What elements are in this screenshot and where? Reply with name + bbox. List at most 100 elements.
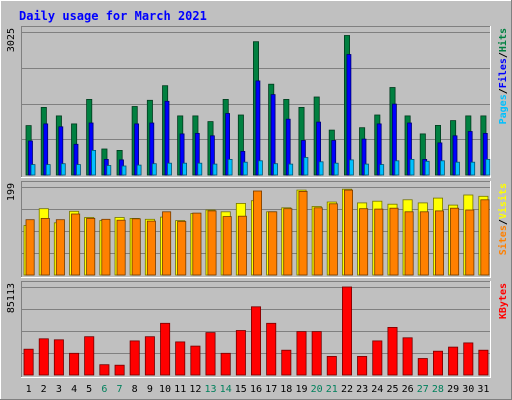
x-tick-label: 19 bbox=[295, 384, 307, 395]
bar-pages-day-20 bbox=[318, 161, 324, 176]
traffic-ymax-label: 3025 bbox=[6, 28, 17, 52]
visitors-ymax-label: 199 bbox=[6, 183, 17, 201]
bar-pages-day-7 bbox=[121, 165, 127, 176]
x-tick-label: 21 bbox=[326, 384, 338, 395]
bar-kbytes-day-7 bbox=[114, 364, 125, 376]
visitors-legend: Sites/Visits bbox=[497, 183, 509, 255]
x-tick-label: 7 bbox=[116, 384, 122, 395]
x-tick-label: 30 bbox=[462, 384, 474, 395]
x-tick-label: 14 bbox=[220, 384, 232, 395]
bar-pages-day-29 bbox=[455, 161, 460, 176]
bar-kbytes-day-15 bbox=[235, 330, 246, 376]
bar-sites-day-25 bbox=[389, 207, 399, 276]
bar-pages-day-23 bbox=[364, 163, 369, 176]
bar-pages-day-19 bbox=[303, 157, 309, 176]
bar-sites-day-23 bbox=[359, 208, 369, 276]
bar-pages-day-28 bbox=[439, 160, 445, 176]
bar-files-day-2 bbox=[43, 123, 49, 176]
bar-files-day-11 bbox=[179, 133, 185, 176]
bar-kbytes-day-20 bbox=[311, 331, 322, 376]
bar-files-day-26 bbox=[407, 122, 412, 176]
x-tick-label: 1 bbox=[26, 384, 32, 395]
bar-kbytes-day-31 bbox=[478, 349, 489, 376]
bar-files-day-17 bbox=[270, 94, 276, 176]
x-axis-labels: 1 2 3 4 5 6 7 8 9 10 11 12 13 14 15 16 17 18 19 20 21 22 23 24 2… bbox=[26, 384, 490, 395]
bar-files-day-21 bbox=[331, 140, 337, 176]
bar-pages-day-12 bbox=[197, 162, 203, 176]
bar-kbytes-day-14 bbox=[220, 352, 231, 376]
bar-files-day-8 bbox=[134, 123, 140, 176]
x-tick-label: 13 bbox=[204, 384, 216, 395]
bar-sites-day-30 bbox=[465, 209, 475, 276]
x-tick-label: 8 bbox=[132, 384, 138, 395]
bar-files-day-31 bbox=[482, 132, 488, 176]
bar-kbytes-day-16 bbox=[250, 306, 261, 376]
chart-title: Daily usage for March 2021 bbox=[19, 9, 207, 23]
bar-pages-day-21 bbox=[333, 162, 339, 176]
legend-entry-separator: / bbox=[498, 219, 509, 225]
legend-entry-visits: Visits bbox=[497, 183, 509, 219]
bar-pages-day-10 bbox=[167, 162, 172, 176]
x-tick-label: 10 bbox=[159, 384, 171, 395]
bar-sites-day-2 bbox=[40, 217, 50, 276]
bar-files-day-23 bbox=[361, 138, 367, 176]
bar-files-day-14 bbox=[225, 113, 231, 176]
bar-kbytes-day-21 bbox=[326, 355, 337, 376]
bar-sites-day-28 bbox=[434, 210, 444, 276]
bar-pages-day-25 bbox=[394, 160, 400, 176]
bar-pages-day-22 bbox=[348, 159, 354, 176]
x-tick-label: 17 bbox=[265, 384, 277, 395]
bar-sites-day-16 bbox=[252, 190, 262, 276]
bar-pages-day-26 bbox=[409, 158, 415, 176]
bar-sites-day-24 bbox=[374, 208, 384, 276]
legend-entry-pages: Pages bbox=[498, 94, 509, 124]
bar-pages-day-31 bbox=[485, 158, 491, 176]
bar-kbytes-day-6 bbox=[99, 364, 110, 376]
traffic-legend: Pages/Files/Hits bbox=[497, 28, 509, 124]
bar-kbytes-day-5 bbox=[84, 336, 95, 376]
bar-kbytes-day-19 bbox=[296, 331, 307, 376]
bar-sites-day-7 bbox=[116, 219, 126, 276]
bar-files-day-29 bbox=[452, 135, 458, 176]
x-tick-label: 22 bbox=[341, 384, 353, 395]
bar-files-day-13 bbox=[209, 135, 215, 176]
x-tick-label: 9 bbox=[147, 384, 153, 395]
bar-kbytes-day-25 bbox=[387, 326, 398, 376]
bar-files-day-12 bbox=[194, 132, 200, 176]
bar-kbytes-day-2 bbox=[38, 338, 49, 376]
bar-sites-day-29 bbox=[450, 207, 460, 276]
x-tick-label: 6 bbox=[101, 384, 107, 395]
bar-kbytes-day-24 bbox=[372, 340, 383, 376]
bar-kbytes-day-28 bbox=[432, 350, 443, 376]
bar-files-day-28 bbox=[437, 142, 443, 176]
legend-entry-files: Files bbox=[497, 58, 509, 88]
x-tick-label: 31 bbox=[477, 384, 489, 395]
bar-kbytes-day-29 bbox=[448, 346, 459, 376]
bar-files-day-16 bbox=[255, 80, 261, 176]
bar-files-day-1 bbox=[28, 140, 33, 176]
bar-kbytes-day-12 bbox=[190, 345, 201, 376]
bar-pages-day-11 bbox=[182, 162, 188, 176]
x-tick-label: 26 bbox=[402, 384, 414, 395]
x-tick-label: 24 bbox=[371, 384, 383, 395]
bar-sites-day-11 bbox=[177, 221, 187, 276]
bar-sites-day-26 bbox=[404, 211, 414, 276]
bar-files-day-22 bbox=[346, 54, 352, 176]
x-tick-label: 4 bbox=[71, 384, 77, 395]
bar-sites-day-4 bbox=[71, 213, 81, 276]
x-tick-label: 5 bbox=[86, 384, 92, 395]
bar-kbytes-day-10 bbox=[160, 322, 171, 376]
bar-pages-day-4 bbox=[76, 164, 81, 176]
bar-sites-day-15 bbox=[237, 215, 247, 276]
bar-pages-day-14 bbox=[227, 158, 233, 176]
bar-files-day-30 bbox=[467, 131, 473, 176]
bar-sites-day-14 bbox=[222, 216, 232, 276]
x-tick-label: 28 bbox=[432, 384, 444, 395]
bar-pages-day-27 bbox=[424, 160, 430, 176]
bar-pages-day-6 bbox=[106, 165, 112, 176]
legend-entry-separator: / bbox=[498, 88, 509, 94]
bar-sites-day-6 bbox=[101, 218, 111, 276]
bar-sites-day-18 bbox=[283, 208, 293, 276]
bar-kbytes-day-11 bbox=[175, 341, 186, 376]
